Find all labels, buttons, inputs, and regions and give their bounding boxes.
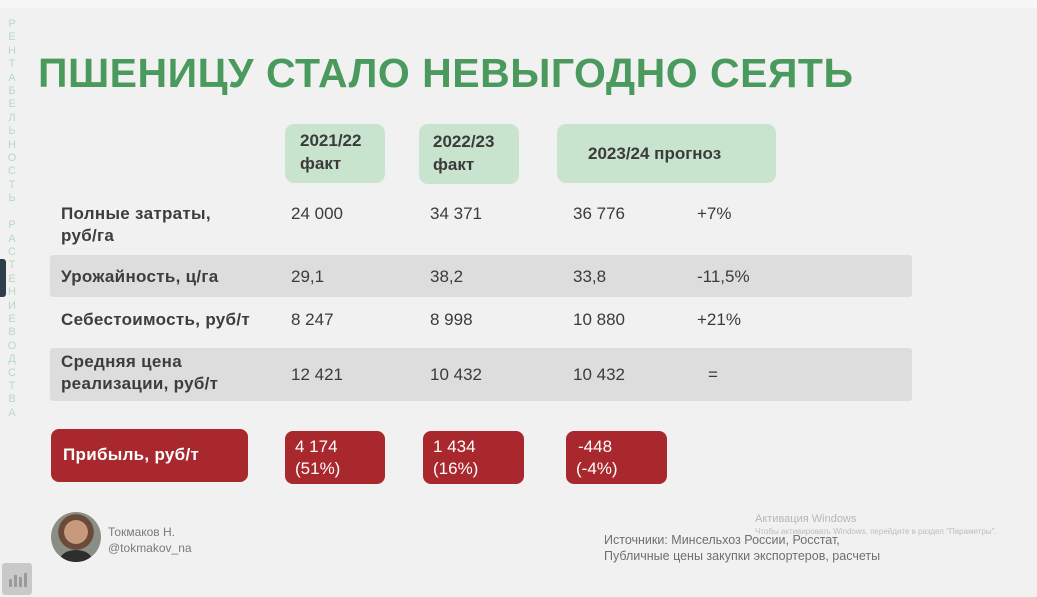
side-label-letter: С <box>8 165 16 178</box>
column-header-year: 2021/22 <box>300 131 362 150</box>
row-label: Себестоимость, руб/т <box>61 310 250 329</box>
side-label-letter: Е <box>8 98 16 111</box>
windows-activation-title: Активация Windows <box>755 513 857 525</box>
cell-2023-24: 36 776 <box>573 204 625 223</box>
author-handle: @tokmakov_na <box>108 541 192 555</box>
side-label-letter: А <box>8 232 16 245</box>
side-label-letter: Б <box>8 85 16 98</box>
cell-2021-22: 29,1 <box>291 267 325 286</box>
sources-line: Источники: Минсельхоз России, Росстат, <box>604 533 840 547</box>
side-label-letter: А <box>8 406 16 419</box>
profit-value: 1 434 <box>433 437 476 456</box>
cell-2021-22: 12 421 <box>291 365 343 384</box>
side-thumbnail[interactable] <box>2 563 32 595</box>
cell-2022-23: 8 998 <box>430 310 473 329</box>
column-header-2023-24: 2023/24 прогноз <box>557 124 776 183</box>
cell-2022-23: 34 371 <box>430 204 482 223</box>
profit-value-2022-23: 1 434 (16%) <box>423 431 524 484</box>
cell-2021-22: 24 000 <box>291 204 343 223</box>
side-label-letter: В <box>8 393 16 406</box>
side-label-letter: Н <box>8 286 16 299</box>
side-label-letter: Р <box>8 219 16 232</box>
row-label-line: Полные затраты, <box>61 204 211 223</box>
side-label-letter: С <box>8 366 16 379</box>
cell-change: -11,5% <box>697 267 750 286</box>
side-label-letter: А <box>8 71 16 84</box>
profit-percent: (51%) <box>295 459 341 478</box>
sources-note: Источники: Минсельхоз России, Росстат, П… <box>604 532 880 564</box>
cell-2023-24: 10 880 <box>573 310 625 329</box>
top-frame <box>0 0 1037 8</box>
side-label-letter: Е <box>8 272 16 285</box>
side-label-letter: Т <box>8 379 16 392</box>
row-label-line: руб/га <box>61 226 115 245</box>
profit-label: Прибыль, руб/т <box>63 445 200 464</box>
profit-value-2021-22: 4 174 (51%) <box>285 431 385 484</box>
side-label-letter: Е <box>8 31 16 44</box>
profit-percent: (-4%) <box>576 459 618 478</box>
table-row-background <box>50 255 912 297</box>
column-header-year: 2023/24 прогноз <box>588 144 722 163</box>
windows-activation-subtitle: Чтобы активировать Windows, перейдите в … <box>755 527 997 536</box>
author-info: Токмаков Н. @tokmakov_na <box>108 524 192 556</box>
column-header-year: 2022/23 <box>433 132 495 151</box>
page-title: ПШЕНИЦУ СТАЛО НЕВЫГОДНО СЕЯТЬ <box>38 50 854 96</box>
cell-2021-22: 8 247 <box>291 310 334 329</box>
profit-percent: (16%) <box>433 459 479 478</box>
cell-2023-24: 33,8 <box>573 267 607 286</box>
cell-change: +7% <box>697 204 732 223</box>
side-label-letter: Т <box>8 58 16 71</box>
side-panel-tab[interactable] <box>0 259 6 297</box>
side-label-letter: Ь <box>8 125 16 138</box>
cell-2022-23: 38,2 <box>430 267 464 286</box>
side-label-letter: О <box>7 339 17 352</box>
row-label: Полные затраты, руб/га <box>61 203 211 247</box>
side-label-letter: Т <box>8 178 16 191</box>
side-label-letter: Р <box>8 18 16 30</box>
cell-change: +21% <box>697 310 741 329</box>
side-label-letter: Т <box>8 259 16 272</box>
sources-line: Публичные цены закупки экспортеров, расч… <box>604 549 881 563</box>
side-label-letter: Д <box>8 353 16 366</box>
profit-label-box: Прибыль, руб/т <box>51 429 248 482</box>
side-label-letter: Ь <box>8 192 16 205</box>
row-label-line: реализации, руб/т <box>61 374 219 393</box>
side-label-letter <box>4 206 20 219</box>
profit-value: -448 <box>578 437 613 456</box>
side-label-letter: И <box>8 299 16 312</box>
profit-value: 4 174 <box>295 437 338 456</box>
row-label-line: Средняя цена <box>61 352 182 371</box>
cell-change: = <box>708 365 718 384</box>
column-header-type: факт <box>433 155 475 174</box>
side-label-letter: Е <box>8 312 16 325</box>
side-label-letter: В <box>8 326 16 339</box>
cell-2023-24: 10 432 <box>573 365 625 384</box>
column-header-2021-22: 2021/22 факт <box>285 124 385 183</box>
row-label: Средняя цена реализации, руб/т <box>61 351 218 395</box>
column-header-2022-23: 2022/23 факт <box>419 124 519 184</box>
profit-value-2023-24: -448 (-4%) <box>566 431 667 484</box>
row-label: Урожайность, ц/га <box>61 267 219 286</box>
cell-2022-23: 10 432 <box>430 365 482 384</box>
side-label-letter: С <box>8 245 16 258</box>
table-row-background <box>50 348 912 401</box>
side-label-letter: Л <box>8 111 16 124</box>
column-header-type: факт <box>300 154 342 173</box>
avatar <box>51 512 101 562</box>
side-label-letter: Н <box>8 138 16 151</box>
side-label-letter: Н <box>8 44 16 57</box>
author-name: Токмаков Н. <box>108 525 176 539</box>
side-label-letter: О <box>7 152 17 165</box>
